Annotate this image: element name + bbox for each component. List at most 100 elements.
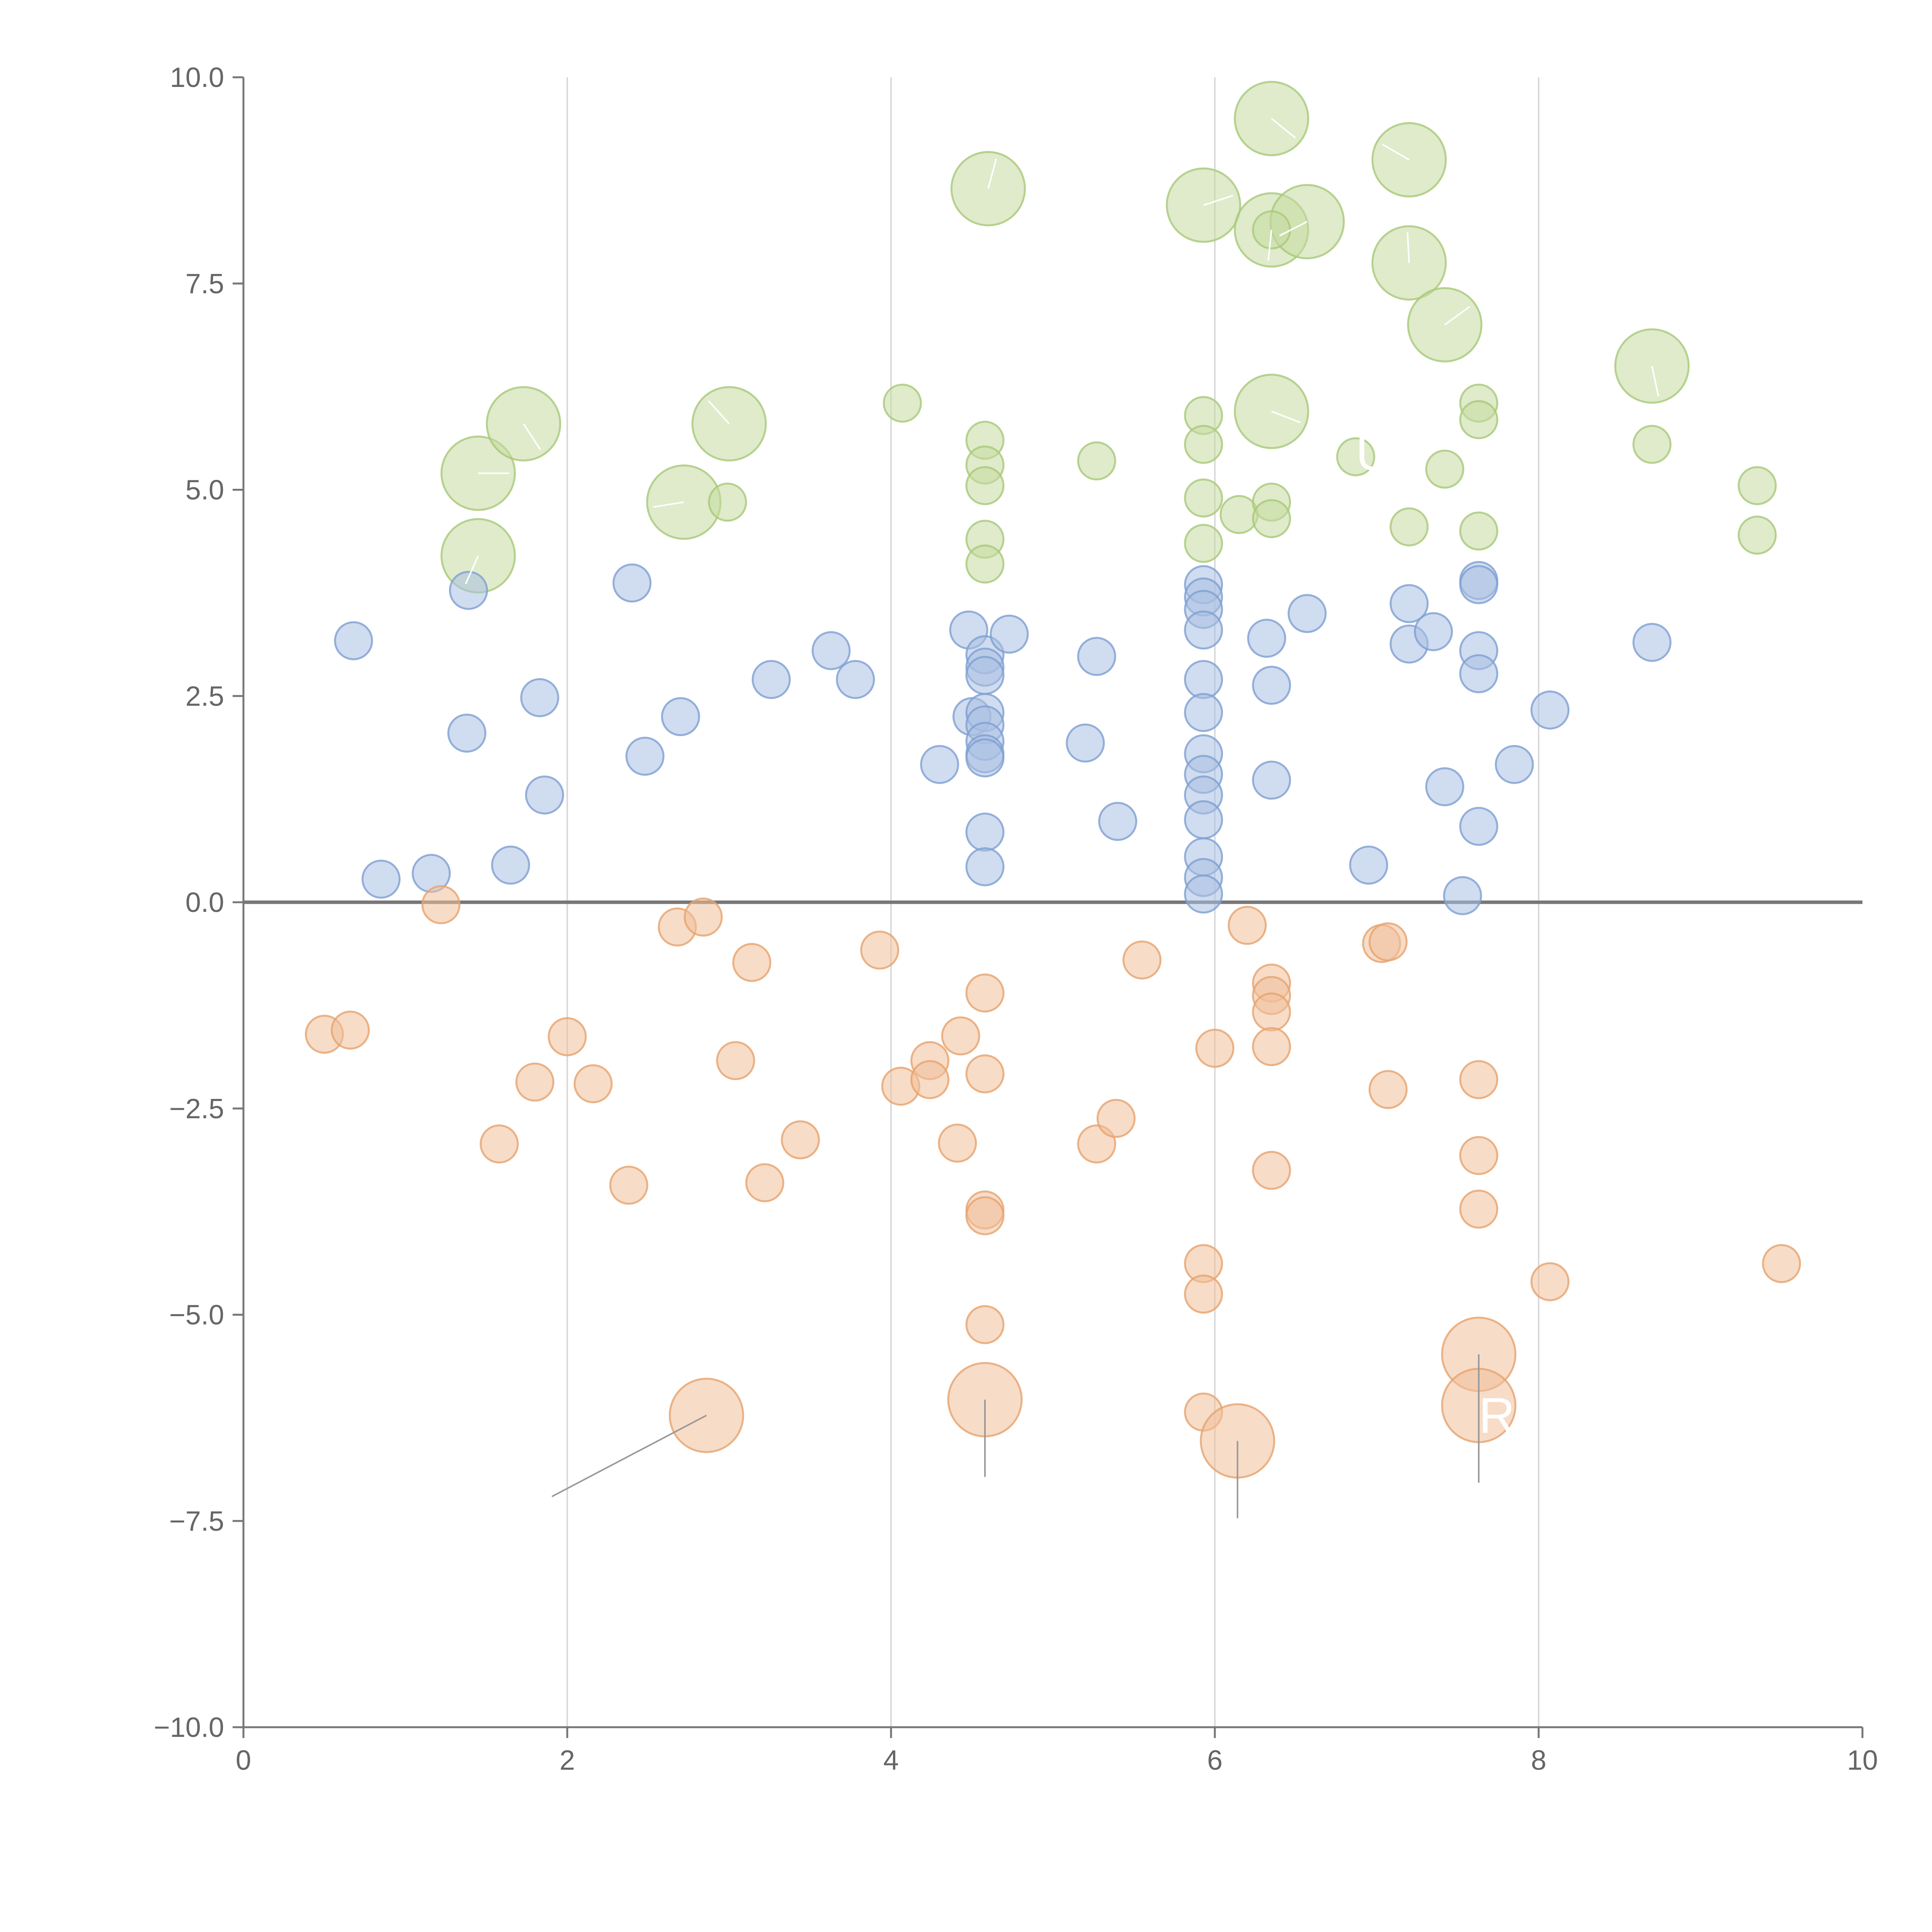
blue-point-40: [1184, 800, 1223, 839]
blue-point-57: [1459, 654, 1498, 694]
y-tick-label-4: 0.0: [185, 887, 224, 918]
blue-point-36: [1184, 693, 1223, 732]
blue-point-9: [625, 736, 665, 776]
axis-ticks: 10.0 7.5 5.0 2.5 0.0 −2.5 −5.0 −7.5 −10.0 0 2 4 6 8 10: [154, 62, 1878, 1776]
blue-point-29: [1077, 637, 1116, 676]
orange-point-11: [732, 943, 772, 982]
orange-point-31: [1195, 1029, 1235, 1068]
blue-point-12: [811, 631, 851, 670]
blue-point-43: [1184, 874, 1223, 914]
green-point-25: [1184, 478, 1223, 518]
blue-point-14: [920, 745, 959, 784]
orange-point-12: [745, 1163, 784, 1202]
annotation-text-1: A: [1332, 606, 1365, 662]
orange-point-39: [1368, 922, 1408, 961]
blue-point-35: [1184, 660, 1223, 699]
orange-point-36: [1252, 1027, 1291, 1066]
leader-line-green-6: [1203, 195, 1233, 206]
orange-point-27: [1122, 940, 1162, 980]
blue-point-6: [520, 678, 560, 718]
green-point-37: [1632, 425, 1672, 464]
blue-point-30: [1098, 802, 1138, 841]
blue-point-13: [836, 660, 875, 699]
blue-point-10: [661, 697, 700, 736]
orange-point-37: [1252, 1151, 1291, 1190]
blue-point-7: [525, 775, 564, 815]
x-tick-label-0: 0: [236, 1745, 251, 1776]
y-tick-label-3: 2.5: [185, 681, 224, 712]
blue-point-1: [361, 859, 401, 899]
orange-point-18: [938, 1123, 977, 1163]
blue-point-58: [1459, 807, 1498, 846]
green-point-33: [1425, 449, 1464, 489]
leader-line-green-5: [987, 158, 997, 189]
leader-line-green-1: [523, 423, 541, 450]
x-tick-label-4: 8: [1531, 1745, 1546, 1776]
blue-point-47: [1287, 594, 1327, 633]
orange-point-45: [1762, 1244, 1801, 1283]
y-tick-label-1: 7.5: [185, 269, 224, 299]
y-tick-label-0: 10.0: [170, 62, 224, 93]
leader-line-green-4: [707, 400, 730, 425]
green-point-26: [1184, 524, 1223, 563]
green-point-24: [1184, 425, 1223, 464]
orange-point-14: [860, 930, 900, 970]
orange-point-10: [716, 1041, 755, 1080]
blue-point-8: [612, 563, 652, 603]
annotation-leaders: [465, 118, 1659, 1519]
blue-point-51: [1414, 612, 1453, 651]
orange-point-44: [1530, 1262, 1570, 1301]
blue-point-27: [990, 614, 1029, 654]
blue-point-4: [447, 713, 486, 753]
orange-point-4: [515, 1062, 554, 1102]
blue-point-24: [965, 738, 1005, 777]
orange-point-7: [609, 1165, 648, 1205]
leader-line-green-11: [1406, 232, 1410, 263]
orange-point-1: [331, 1010, 370, 1050]
green-point-29: [1252, 499, 1291, 538]
orange-point-9: [684, 897, 723, 937]
orange-point-43: [1459, 1189, 1498, 1229]
green-point-21: [965, 544, 1005, 584]
y-tick-label-8: −10.0: [154, 1712, 224, 1743]
orange-point-17: [910, 1060, 950, 1099]
orange-point-23: [965, 1196, 1005, 1235]
leader-line-green-10: [1382, 143, 1410, 161]
blue-point-45: [1252, 665, 1291, 705]
blue-point-44: [1247, 619, 1286, 658]
x-tick-label-5: 10: [1847, 1745, 1878, 1776]
orange-point-13: [781, 1120, 820, 1160]
blue-point-53: [1443, 876, 1482, 915]
orange-point-26: [1096, 1099, 1136, 1138]
blue-point-55: [1459, 565, 1498, 604]
orange-point-19: [941, 1016, 980, 1056]
green-point-19: [965, 466, 1005, 505]
green-point-32: [1389, 507, 1429, 547]
blue-point-5: [491, 845, 530, 885]
green-point-38: [1738, 466, 1777, 505]
leader-line-orange-0: [551, 1415, 707, 1497]
orange-point-32: [1228, 906, 1267, 945]
leader-line-green-3: [653, 501, 684, 508]
data-points: [305, 81, 1801, 1479]
leader-line-green-9: [1279, 221, 1308, 236]
blue-point-49: [1389, 584, 1429, 623]
green-point-39: [1738, 515, 1777, 555]
blue-point-46: [1252, 760, 1291, 800]
leader-line-green-13: [1271, 410, 1301, 423]
blue-point-28: [1066, 723, 1105, 763]
blue-point-3: [449, 571, 488, 610]
orange-point-21: [965, 1054, 1005, 1094]
annotation-text-0: R: [1479, 1387, 1515, 1444]
green-point-31: [1336, 437, 1376, 476]
leader-line-green-12: [1444, 306, 1470, 326]
x-tick-label-1: 2: [560, 1745, 575, 1776]
orange-point-42: [1459, 1136, 1498, 1175]
blue-point-48: [1349, 845, 1388, 885]
green-point-15: [708, 483, 747, 522]
leader-line-green-8: [1267, 230, 1272, 261]
blue-point-34: [1184, 610, 1223, 650]
orange-point-41: [1459, 1060, 1498, 1099]
orange-point-20: [965, 973, 1005, 1013]
orange-point-40: [1368, 1070, 1408, 1109]
